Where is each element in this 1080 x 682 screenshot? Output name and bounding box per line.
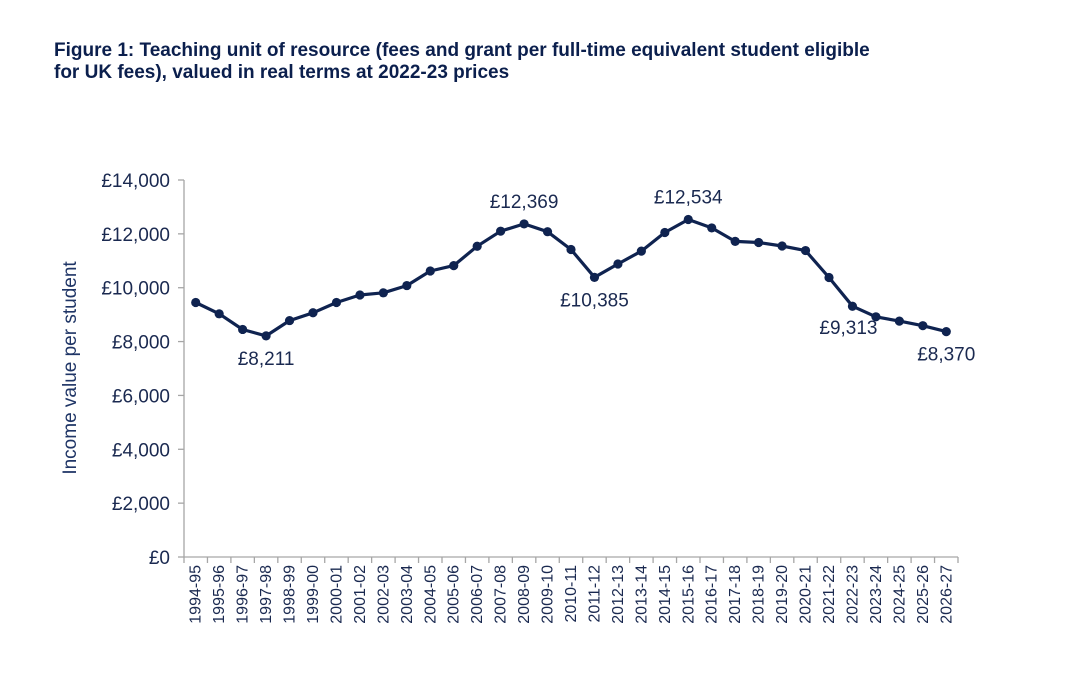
data-point — [636, 246, 646, 256]
data-point — [871, 312, 881, 322]
data-point — [800, 245, 811, 256]
data-label: £8,211 — [238, 349, 295, 370]
figure-title-line-1: Figure 1: Teaching unit of resource (fee… — [54, 40, 870, 61]
x-axis-ticks: 1994-95 1995-96 1996-97 1997-98 1998-99 1999-… — [183, 557, 959, 624]
data-point — [566, 244, 576, 255]
data-point — [542, 227, 553, 237]
data-point — [519, 219, 529, 229]
x-tick-label: 2003-04 — [399, 565, 416, 624]
y-tick-label: £2,000 — [112, 494, 170, 515]
x-tick-label: 2020-21 — [798, 565, 815, 624]
x-tick-label: 1999-00 — [305, 565, 322, 624]
x-tick-label: 2000-01 — [328, 565, 345, 624]
data-point — [472, 241, 482, 251]
data-point — [402, 280, 412, 291]
data-point — [707, 223, 717, 233]
y-tick-label: £10,000 — [101, 279, 170, 300]
chart-axes — [183, 180, 958, 558]
y-tick-label: £4,000 — [112, 440, 170, 461]
figure-title-line-2: for UK fees), valued in real terms at 20… — [54, 62, 510, 83]
x-tick-label: 2005-06 — [446, 565, 463, 624]
y-tick-label: £6,000 — [112, 386, 170, 407]
figure-title: Figure 1: Teaching unit of resource (fee… — [54, 40, 1014, 84]
data-point — [261, 331, 271, 341]
x-tick-label: 2024-25 — [891, 565, 908, 624]
x-tick-label: 2006-07 — [469, 565, 486, 624]
data-point — [730, 236, 740, 246]
data-point — [449, 261, 459, 271]
data-point — [777, 241, 787, 251]
data-point — [894, 316, 904, 326]
x-tick-label: 2009-10 — [540, 565, 557, 624]
data-point — [191, 297, 201, 308]
data-point — [683, 214, 693, 225]
data-label: £12,534 — [654, 187, 723, 208]
data-point — [378, 288, 388, 298]
y-tick-label: £0 — [149, 548, 170, 569]
x-tick-label: 2002-03 — [375, 565, 392, 624]
data-labels: £8,211 £12,369 £10,385 £12,534 £9,313 £8,370 — [238, 187, 976, 369]
y-tick-label: £8,000 — [112, 333, 170, 354]
x-tick-label: 2022-23 — [844, 565, 861, 624]
series-group — [191, 214, 951, 341]
y-tick-label: £12,000 — [101, 225, 170, 246]
y-axis-ticks: £0 £2,000 £4,000 £6,000 £8,000 £10,000 £12,000… — [101, 171, 184, 569]
data-point — [496, 226, 506, 236]
data-label: £10,385 — [560, 290, 629, 311]
x-tick-label: 1996-97 — [235, 565, 252, 624]
x-tick-label: 2018-19 — [751, 565, 768, 624]
x-tick-label: 2026-27 — [938, 565, 955, 624]
x-tick-label: 2010-11 — [563, 565, 580, 623]
data-point — [214, 309, 224, 319]
data-point — [824, 272, 834, 283]
x-tick-label: 1994-95 — [188, 565, 205, 624]
data-point — [308, 308, 318, 318]
x-tick-label: 2007-08 — [493, 565, 510, 624]
data-point — [425, 266, 435, 276]
data-point — [918, 321, 928, 331]
x-tick-label: 1998-99 — [282, 565, 299, 624]
x-tick-label: 2012-13 — [610, 565, 627, 624]
x-tick-label: 2014-15 — [657, 565, 674, 624]
x-tick-label: 2008-09 — [516, 565, 533, 624]
x-tick-label: 1997-98 — [258, 565, 275, 624]
data-point — [589, 272, 600, 282]
x-tick-label: 2004-05 — [422, 565, 439, 624]
x-tick-label: 2015-16 — [680, 565, 697, 624]
x-tick-label: 2016-17 — [704, 565, 721, 624]
data-label: £12,369 — [490, 192, 559, 213]
x-tick-label: 2021-22 — [821, 565, 838, 624]
x-tick-label: 2001-02 — [352, 565, 369, 624]
x-tick-label: 2019-20 — [774, 565, 791, 624]
x-tick-label: 2023-24 — [868, 565, 885, 624]
data-point — [284, 315, 295, 326]
x-tick-label: 2013-14 — [633, 565, 650, 624]
data-point — [754, 237, 764, 248]
x-tick-label: 2017-18 — [727, 565, 744, 624]
data-point — [941, 327, 951, 337]
data-point — [355, 290, 365, 300]
data-label: £9,313 — [819, 318, 877, 339]
x-tick-label: 2011-12 — [586, 565, 603, 623]
y-tick-label: £14,000 — [101, 171, 170, 192]
data-point — [238, 324, 248, 335]
y-axis-label: Income value per student — [60, 261, 81, 475]
data-point — [660, 227, 670, 238]
data-label: £8,370 — [917, 345, 975, 366]
data-point — [331, 297, 342, 308]
data-point — [847, 301, 858, 311]
x-tick-label: 1995-96 — [211, 565, 228, 624]
x-tick-label: 2025-26 — [915, 565, 932, 624]
data-point — [613, 259, 623, 269]
